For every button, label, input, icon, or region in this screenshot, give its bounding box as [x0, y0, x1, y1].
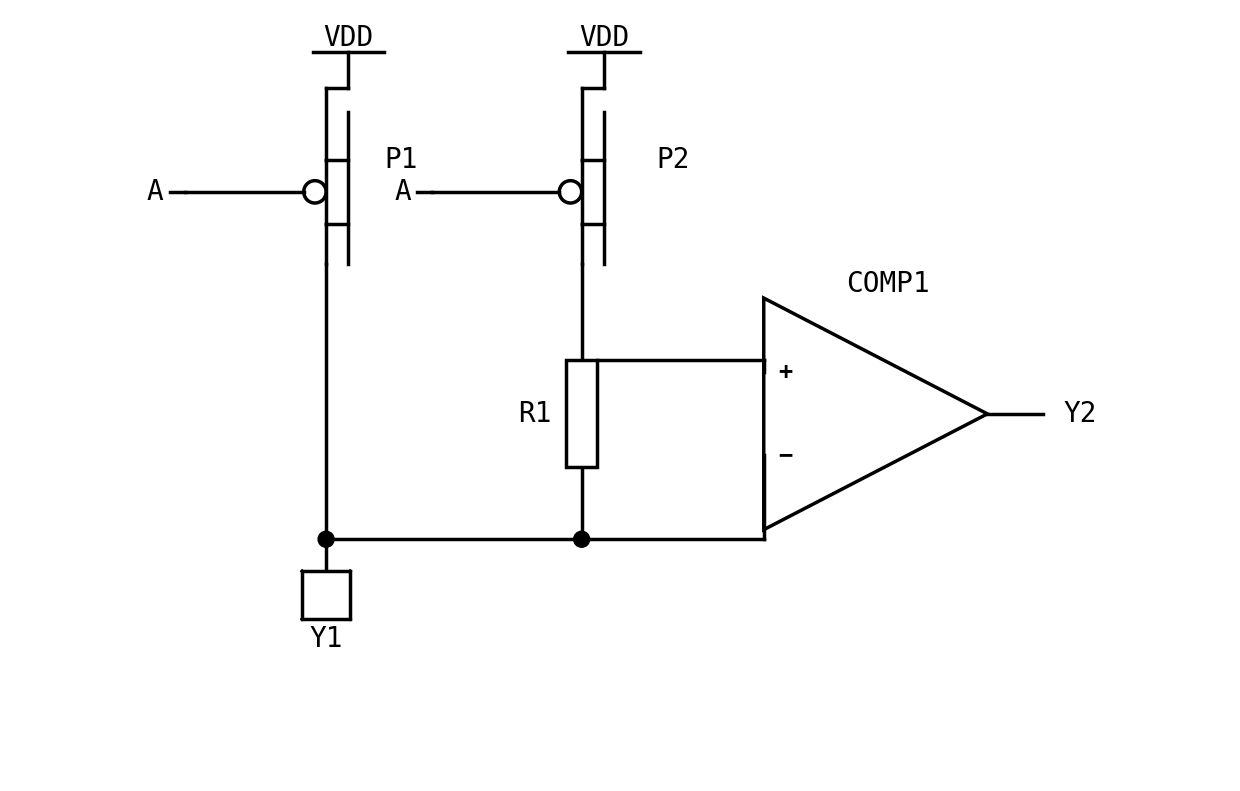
Circle shape: [574, 532, 590, 547]
Text: Y2: Y2: [1063, 400, 1096, 428]
Text: A: A: [394, 178, 412, 206]
Text: COMP1: COMP1: [846, 270, 930, 297]
Text: VDD: VDD: [579, 24, 629, 51]
Text: A: A: [146, 178, 164, 206]
Text: VDD: VDD: [324, 24, 373, 51]
Text: P2: P2: [656, 146, 689, 174]
Bar: [567, 360, 596, 467]
Text: −: −: [779, 444, 792, 467]
Text: +: +: [779, 361, 792, 384]
Text: P1: P1: [384, 146, 418, 174]
Bar: [303, 571, 350, 619]
Text: R1: R1: [518, 400, 552, 428]
Circle shape: [319, 532, 334, 547]
Text: Y1: Y1: [309, 625, 342, 653]
